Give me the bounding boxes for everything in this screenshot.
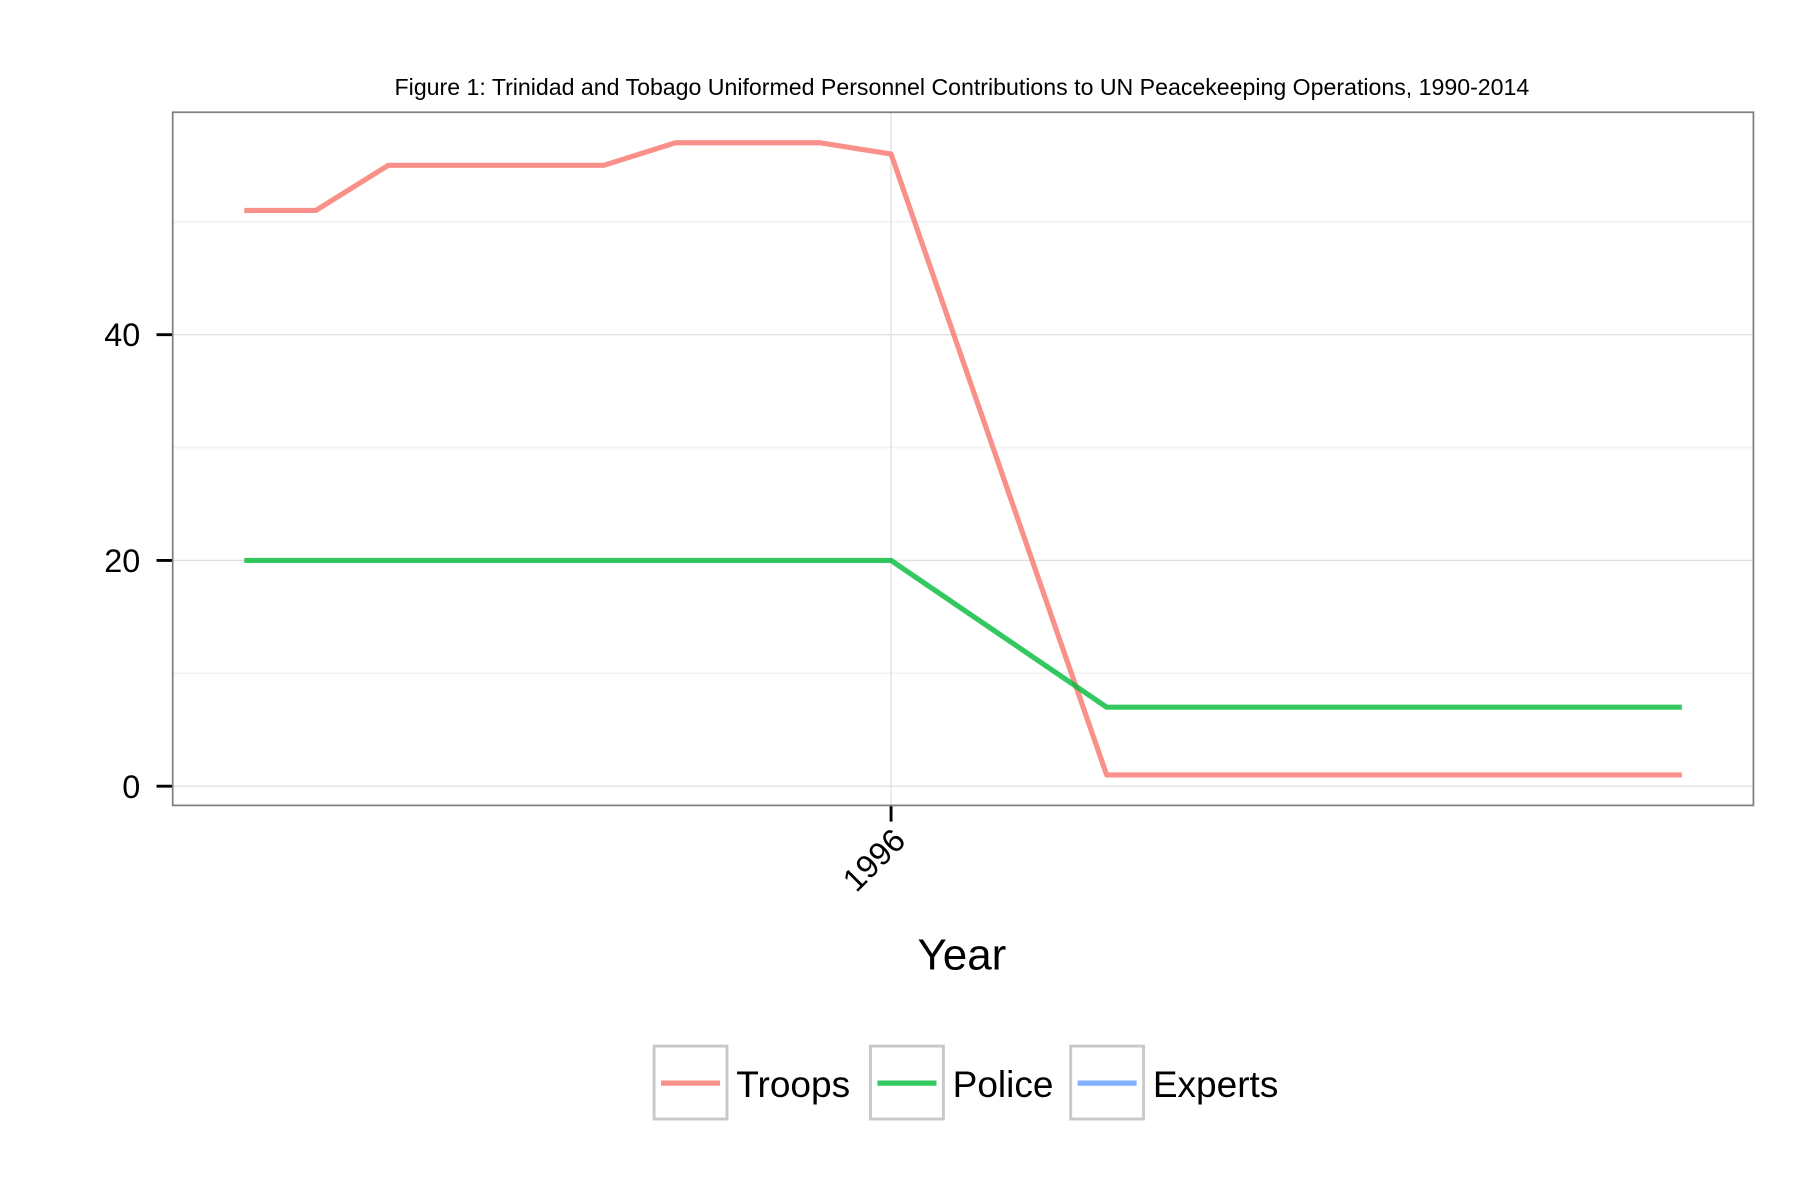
y-tick-label: 40 — [104, 317, 140, 353]
y-tick-label: 0 — [122, 769, 140, 805]
x-axis-title: Year — [917, 931, 1006, 980]
legend-label: Police — [953, 1063, 1054, 1105]
plot-panel — [172, 112, 1754, 806]
series-line — [244, 140, 1682, 778]
legend-label: Experts — [1153, 1063, 1279, 1105]
chart-title: Figure 1: Trinidad and Tobago Uniformed … — [395, 74, 1530, 100]
series-line — [244, 557, 1682, 710]
legend-label: Troops — [736, 1063, 850, 1105]
plot-border — [171, 111, 1755, 807]
y-tick-label: 20 — [104, 543, 140, 579]
